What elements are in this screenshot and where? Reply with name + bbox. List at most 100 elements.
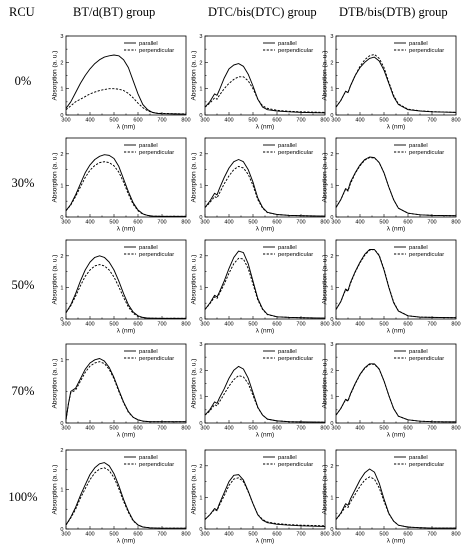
- y-tick-label: 0: [60, 113, 63, 119]
- y-axis-label: Absorption (a. u.): [52, 153, 59, 203]
- legend-label-perpendicular: perpendicular: [278, 252, 313, 258]
- x-tick-label: 700: [427, 220, 436, 226]
- legend-label-perpendicular: perpendicular: [409, 48, 444, 54]
- y-tick-label: 0: [199, 317, 202, 323]
- x-tick-label: 400: [224, 532, 233, 538]
- x-tick-label: 400: [85, 220, 94, 226]
- x-tick-label: 700: [296, 118, 305, 124]
- y-tick-label: 1: [330, 395, 333, 401]
- x-tick-label: 600: [133, 118, 142, 124]
- x-tick-label: 600: [133, 532, 142, 538]
- x-tick-label: 600: [133, 322, 142, 328]
- row-label-0: 0%: [14, 74, 32, 88]
- x-tick-label: 500: [379, 322, 388, 328]
- x-axis-label: λ (nm): [387, 538, 405, 545]
- y-tick-label: 3: [330, 342, 333, 348]
- x-axis-label: λ (nm): [256, 226, 274, 233]
- y-tick-label: 2: [199, 254, 202, 260]
- x-tick-label: 400: [85, 322, 94, 328]
- x-tick-label: 700: [157, 532, 166, 538]
- y-tick-label: 2: [199, 464, 202, 470]
- y-tick-label: 3: [199, 342, 202, 348]
- y-axis-label: Absorption (a. u.): [322, 465, 329, 515]
- x-tick-label: 800: [320, 118, 329, 124]
- y-tick-label: 1: [60, 358, 63, 364]
- x-axis-label: λ (nm): [256, 328, 274, 335]
- x-tick-label: 500: [248, 426, 257, 432]
- legend-label-parallel: parallel: [139, 349, 158, 355]
- x-tick-label: 400: [224, 220, 233, 226]
- x-tick-label: 800: [451, 426, 460, 432]
- y-tick-label: 0: [199, 421, 202, 427]
- x-tick-label: 600: [403, 220, 412, 226]
- x-tick-label: 800: [181, 322, 190, 328]
- x-tick-label: 800: [320, 322, 329, 328]
- x-tick-label: 400: [224, 322, 233, 328]
- legend-label-perpendicular: perpendicular: [278, 462, 313, 468]
- y-tick-label: 1: [330, 183, 333, 189]
- legend-label-parallel: parallel: [278, 41, 297, 47]
- y-tick-label: 1: [199, 395, 202, 401]
- x-tick-label: 400: [85, 532, 94, 538]
- x-tick-label: 500: [379, 118, 388, 124]
- series-line-perpendicular: [335, 157, 457, 217]
- x-tick-label: 300: [331, 532, 340, 538]
- legend-label-parallel: parallel: [278, 245, 297, 251]
- x-tick-label: 300: [200, 322, 209, 328]
- y-axis-label: Absorption (a. u.): [322, 359, 329, 409]
- x-tick-label: 700: [427, 322, 436, 328]
- x-tick-label: 400: [355, 118, 364, 124]
- x-tick-label: 700: [157, 220, 166, 226]
- x-axis-label: λ (nm): [387, 432, 405, 439]
- x-tick-label: 700: [427, 426, 436, 432]
- x-axis-label: λ (nm): [387, 226, 405, 233]
- legend-label-parallel: parallel: [139, 455, 158, 461]
- series-line-perpendicular: [335, 53, 457, 113]
- legend-label-parallel: parallel: [409, 349, 428, 355]
- y-tick-label: 0: [330, 317, 333, 323]
- y-tick-label: 2: [199, 368, 202, 374]
- y-tick-label: 2: [60, 60, 63, 66]
- x-tick-label: 500: [379, 426, 388, 432]
- legend-label-parallel: parallel: [409, 143, 428, 149]
- row-label-50: 50%: [11, 278, 35, 292]
- legend-label-parallel: parallel: [139, 143, 158, 149]
- series-line-parallel: [65, 154, 186, 217]
- y-tick-label: 2: [330, 60, 333, 66]
- legend-label-perpendicular: perpendicular: [409, 150, 444, 156]
- series-line-perpendicular: [335, 363, 457, 423]
- y-tick-label: 0: [199, 215, 202, 221]
- y-tick-label: 0: [60, 317, 63, 323]
- x-tick-label: 800: [181, 426, 190, 432]
- x-tick-label: 600: [272, 220, 281, 226]
- series-line-perpendicular: [204, 257, 326, 319]
- y-tick-label: 1: [60, 488, 63, 494]
- x-axis-label: λ (nm): [387, 124, 405, 131]
- x-tick-label: 600: [133, 426, 142, 432]
- series-line-parallel: [335, 468, 456, 529]
- y-tick-label: 0: [330, 527, 333, 533]
- x-tick-label: 300: [61, 322, 70, 328]
- y-tick-label: 1: [199, 285, 202, 291]
- y-tick-label: 0: [199, 527, 202, 533]
- series-line-parallel: [204, 63, 326, 114]
- y-tick-label: 0: [60, 215, 63, 221]
- y-tick-label: 1: [199, 87, 202, 93]
- series-line-perpendicular: [204, 165, 326, 217]
- series-line-parallel: [204, 250, 326, 319]
- x-tick-label: 500: [109, 532, 118, 538]
- x-tick-label: 300: [331, 220, 340, 226]
- row-label-30: 30%: [11, 176, 35, 190]
- y-tick-label: 2: [199, 60, 202, 66]
- x-tick-label: 300: [61, 220, 70, 226]
- x-tick-label: 400: [355, 426, 364, 432]
- x-tick-label: 700: [296, 322, 305, 328]
- legend-label-parallel: parallel: [409, 41, 428, 47]
- legend-label-parallel: parallel: [278, 143, 297, 149]
- legend-label-perpendicular: perpendicular: [139, 150, 174, 156]
- y-tick-label: 0: [199, 113, 202, 119]
